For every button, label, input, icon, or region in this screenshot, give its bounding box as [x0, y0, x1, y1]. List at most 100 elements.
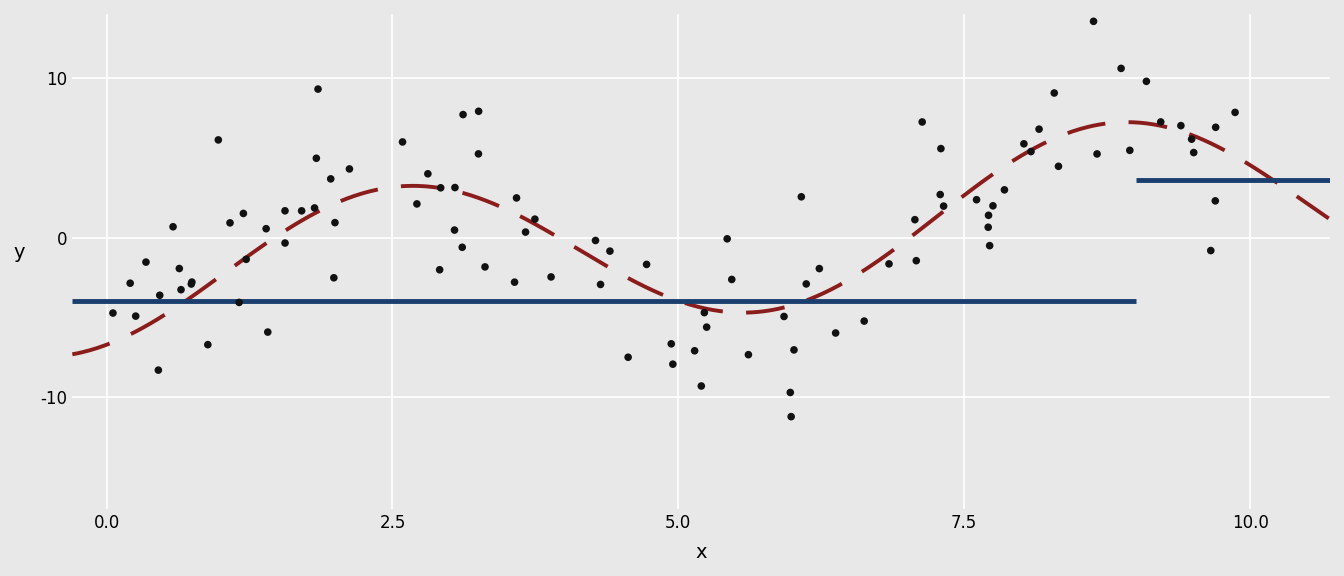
- Point: [878, 259, 899, 268]
- Point: [784, 345, 805, 354]
- Point: [207, 135, 228, 145]
- Point: [1086, 149, 1107, 158]
- Point: [684, 346, 706, 355]
- Point: [524, 214, 546, 223]
- Point: [468, 149, 489, 158]
- Point: [1224, 108, 1246, 117]
- Point: [905, 215, 926, 224]
- Point: [977, 223, 999, 232]
- Point: [468, 107, 489, 116]
- Point: [417, 169, 438, 179]
- Point: [290, 206, 312, 215]
- Point: [148, 366, 169, 375]
- Point: [617, 353, 638, 362]
- Point: [540, 272, 562, 282]
- Point: [930, 190, 952, 199]
- Point: [255, 224, 277, 233]
- Point: [978, 241, 1000, 250]
- Point: [444, 225, 465, 234]
- Point: [809, 264, 831, 273]
- Point: [978, 211, 1000, 220]
- Point: [136, 257, 157, 267]
- Point: [694, 308, 715, 317]
- Point: [406, 199, 427, 209]
- Point: [993, 185, 1015, 195]
- Point: [168, 264, 190, 273]
- Point: [228, 298, 250, 307]
- Point: [691, 381, 712, 391]
- Point: [1120, 146, 1141, 155]
- Point: [1171, 121, 1192, 130]
- Point: [430, 183, 452, 192]
- Point: [825, 328, 847, 338]
- Point: [304, 203, 325, 213]
- Point: [320, 175, 341, 184]
- Point: [515, 228, 536, 237]
- X-axis label: x: x: [695, 543, 707, 562]
- Point: [696, 323, 718, 332]
- Point: [474, 262, 496, 271]
- Point: [906, 256, 927, 266]
- Point: [738, 350, 759, 359]
- Point: [1136, 77, 1157, 86]
- Point: [660, 339, 681, 348]
- Point: [453, 110, 474, 119]
- Point: [1013, 139, 1035, 149]
- Point: [339, 164, 360, 173]
- Point: [235, 255, 257, 264]
- Point: [1083, 17, 1105, 26]
- Point: [1028, 124, 1050, 134]
- Point: [636, 260, 657, 269]
- Point: [149, 291, 171, 300]
- Point: [181, 278, 203, 287]
- Point: [219, 218, 241, 228]
- Point: [930, 144, 952, 153]
- Point: [180, 279, 202, 289]
- Point: [780, 388, 801, 397]
- Point: [911, 118, 933, 127]
- Point: [1110, 64, 1132, 73]
- Point: [323, 273, 344, 282]
- Point: [1200, 246, 1222, 255]
- Point: [1043, 88, 1064, 97]
- Point: [853, 316, 875, 325]
- Point: [781, 412, 802, 421]
- Point: [233, 209, 254, 218]
- Point: [274, 206, 296, 215]
- Point: [257, 328, 278, 337]
- Point: [773, 312, 794, 321]
- Point: [1204, 196, 1226, 206]
- Point: [429, 265, 450, 274]
- Point: [982, 201, 1004, 210]
- Point: [796, 279, 817, 289]
- Point: [308, 85, 329, 94]
- Point: [305, 154, 327, 163]
- Point: [444, 183, 465, 192]
- Point: [324, 218, 345, 227]
- Point: [720, 275, 742, 284]
- Point: [452, 242, 473, 252]
- Point: [274, 238, 296, 248]
- Point: [198, 340, 219, 349]
- Y-axis label: y: y: [13, 242, 26, 262]
- Point: [1181, 135, 1203, 144]
- Point: [1020, 147, 1042, 156]
- Point: [120, 279, 141, 288]
- Point: [599, 247, 621, 256]
- Point: [590, 280, 612, 289]
- Point: [392, 137, 414, 146]
- Point: [171, 285, 192, 294]
- Point: [1206, 123, 1227, 132]
- Point: [933, 202, 954, 211]
- Point: [1183, 148, 1204, 157]
- Point: [966, 195, 988, 204]
- Point: [505, 194, 527, 203]
- Point: [1048, 162, 1070, 171]
- Point: [663, 359, 684, 369]
- Point: [716, 234, 738, 244]
- Point: [1150, 118, 1172, 127]
- Point: [585, 236, 606, 245]
- Point: [504, 278, 526, 287]
- Point: [102, 308, 124, 317]
- Point: [790, 192, 812, 202]
